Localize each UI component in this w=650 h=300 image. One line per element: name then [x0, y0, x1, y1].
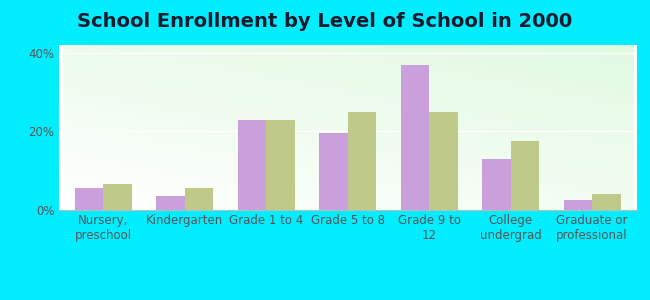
- Bar: [185, 188, 213, 210]
- Bar: [238, 120, 266, 210]
- Bar: [592, 194, 621, 210]
- Bar: [482, 159, 511, 210]
- Bar: [564, 200, 592, 210]
- Bar: [319, 134, 348, 210]
- Bar: [266, 120, 295, 210]
- Bar: [429, 112, 458, 210]
- Bar: [75, 188, 103, 210]
- Bar: [348, 112, 376, 210]
- Bar: [511, 141, 540, 210]
- Bar: [103, 184, 132, 210]
- Bar: [400, 64, 429, 210]
- Text: School Enrollment by Level of School in 2000: School Enrollment by Level of School in …: [77, 12, 573, 31]
- Bar: [156, 196, 185, 210]
